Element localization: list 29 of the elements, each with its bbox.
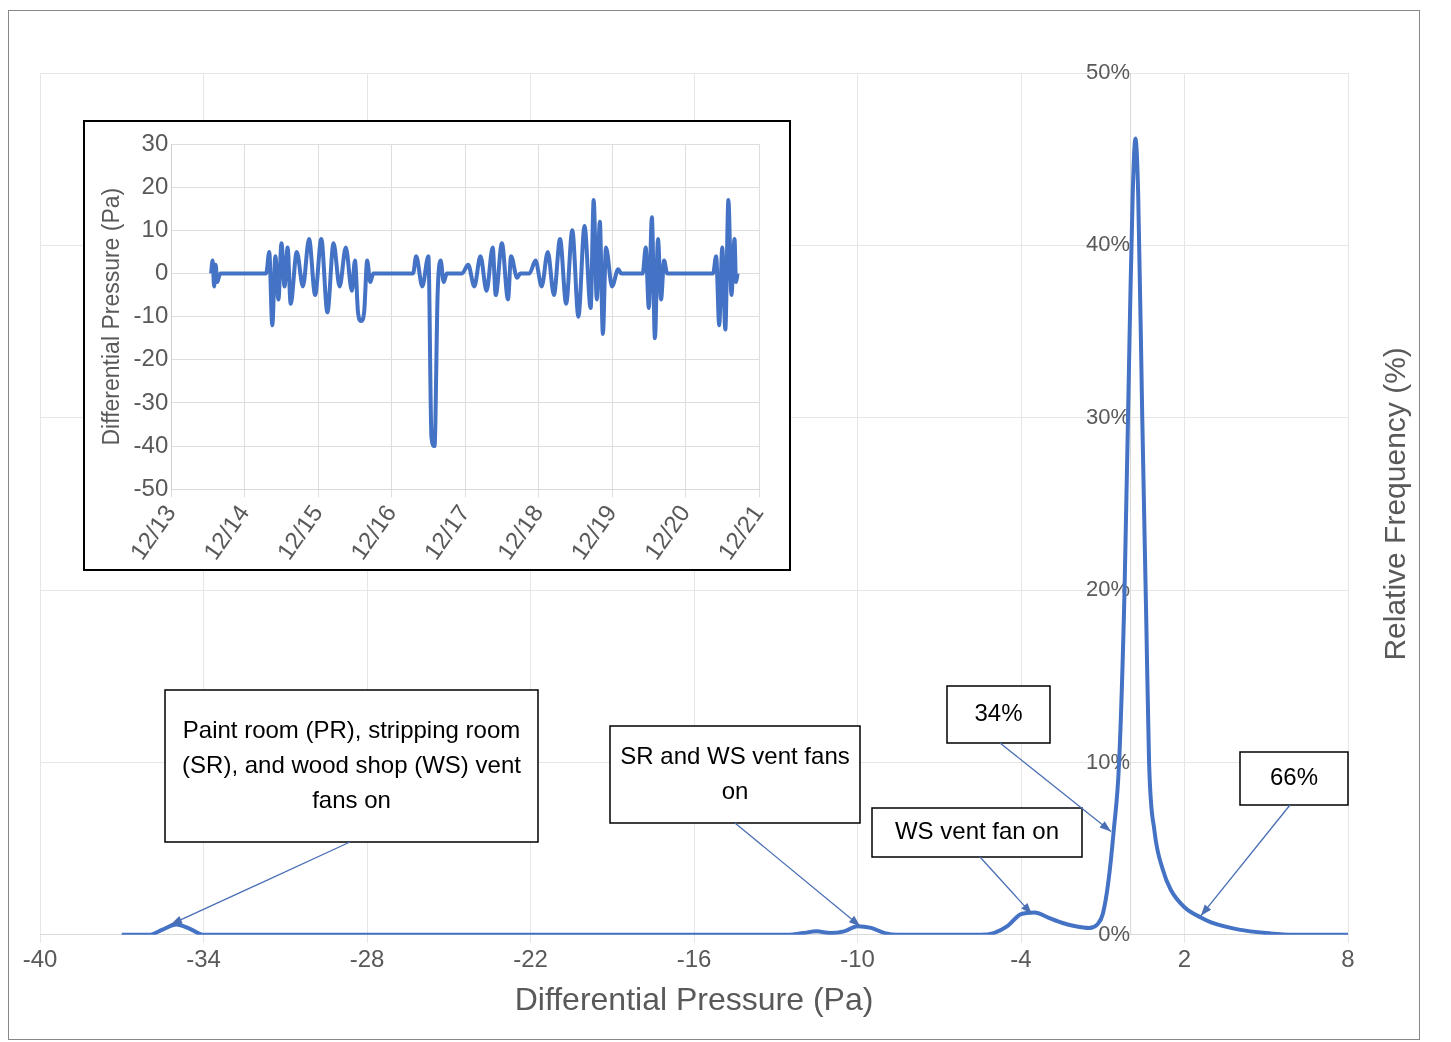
x-tick-label: -22: [513, 944, 548, 972]
x-tick-label: -10: [840, 944, 875, 972]
annotation: 34%: [974, 699, 1023, 727]
annotation: Paint room (PR), stripping room (SR), and wood shop (WS) vent fans on: [182, 715, 522, 813]
x-tick-label: 8: [1341, 944, 1355, 972]
x-tick-label: -16: [676, 944, 712, 972]
annotation: 66%: [1269, 763, 1319, 791]
y-tick-label: 0: [154, 258, 169, 286]
x-axis-title: Differential Pressure (Pa): [514, 980, 874, 1017]
y-tick-label: 20: [141, 171, 169, 199]
y-tick-label: -40: [133, 430, 169, 458]
y-tick-label: -50: [133, 473, 169, 501]
y-tick-label: -30: [133, 387, 169, 415]
x-tick-label: -34: [186, 944, 221, 972]
x-tick-label: -28: [349, 944, 385, 972]
annotation: WS vent fan on: [894, 817, 1060, 845]
y-tick-label: 50%: [1085, 59, 1130, 85]
y-tick-label: 40%: [1085, 231, 1130, 257]
y-tick-label: 0%: [1098, 920, 1130, 946]
x-tick-label: -4: [1010, 944, 1032, 972]
annotation: SR and WS vent fans on: [620, 741, 850, 804]
x-tick-label: 2: [1177, 944, 1192, 972]
y-axis-title: Relative Frequency (%): [1378, 347, 1412, 661]
y-tick-label: 30: [141, 128, 169, 156]
y-tick-label: -20: [133, 344, 169, 372]
y-tick-label: -10: [133, 301, 169, 329]
y-tick-label: 10: [141, 214, 169, 242]
x-tick-label: -40: [22, 944, 58, 972]
y-axis-title: Differential Pressure (Pa): [98, 187, 125, 446]
